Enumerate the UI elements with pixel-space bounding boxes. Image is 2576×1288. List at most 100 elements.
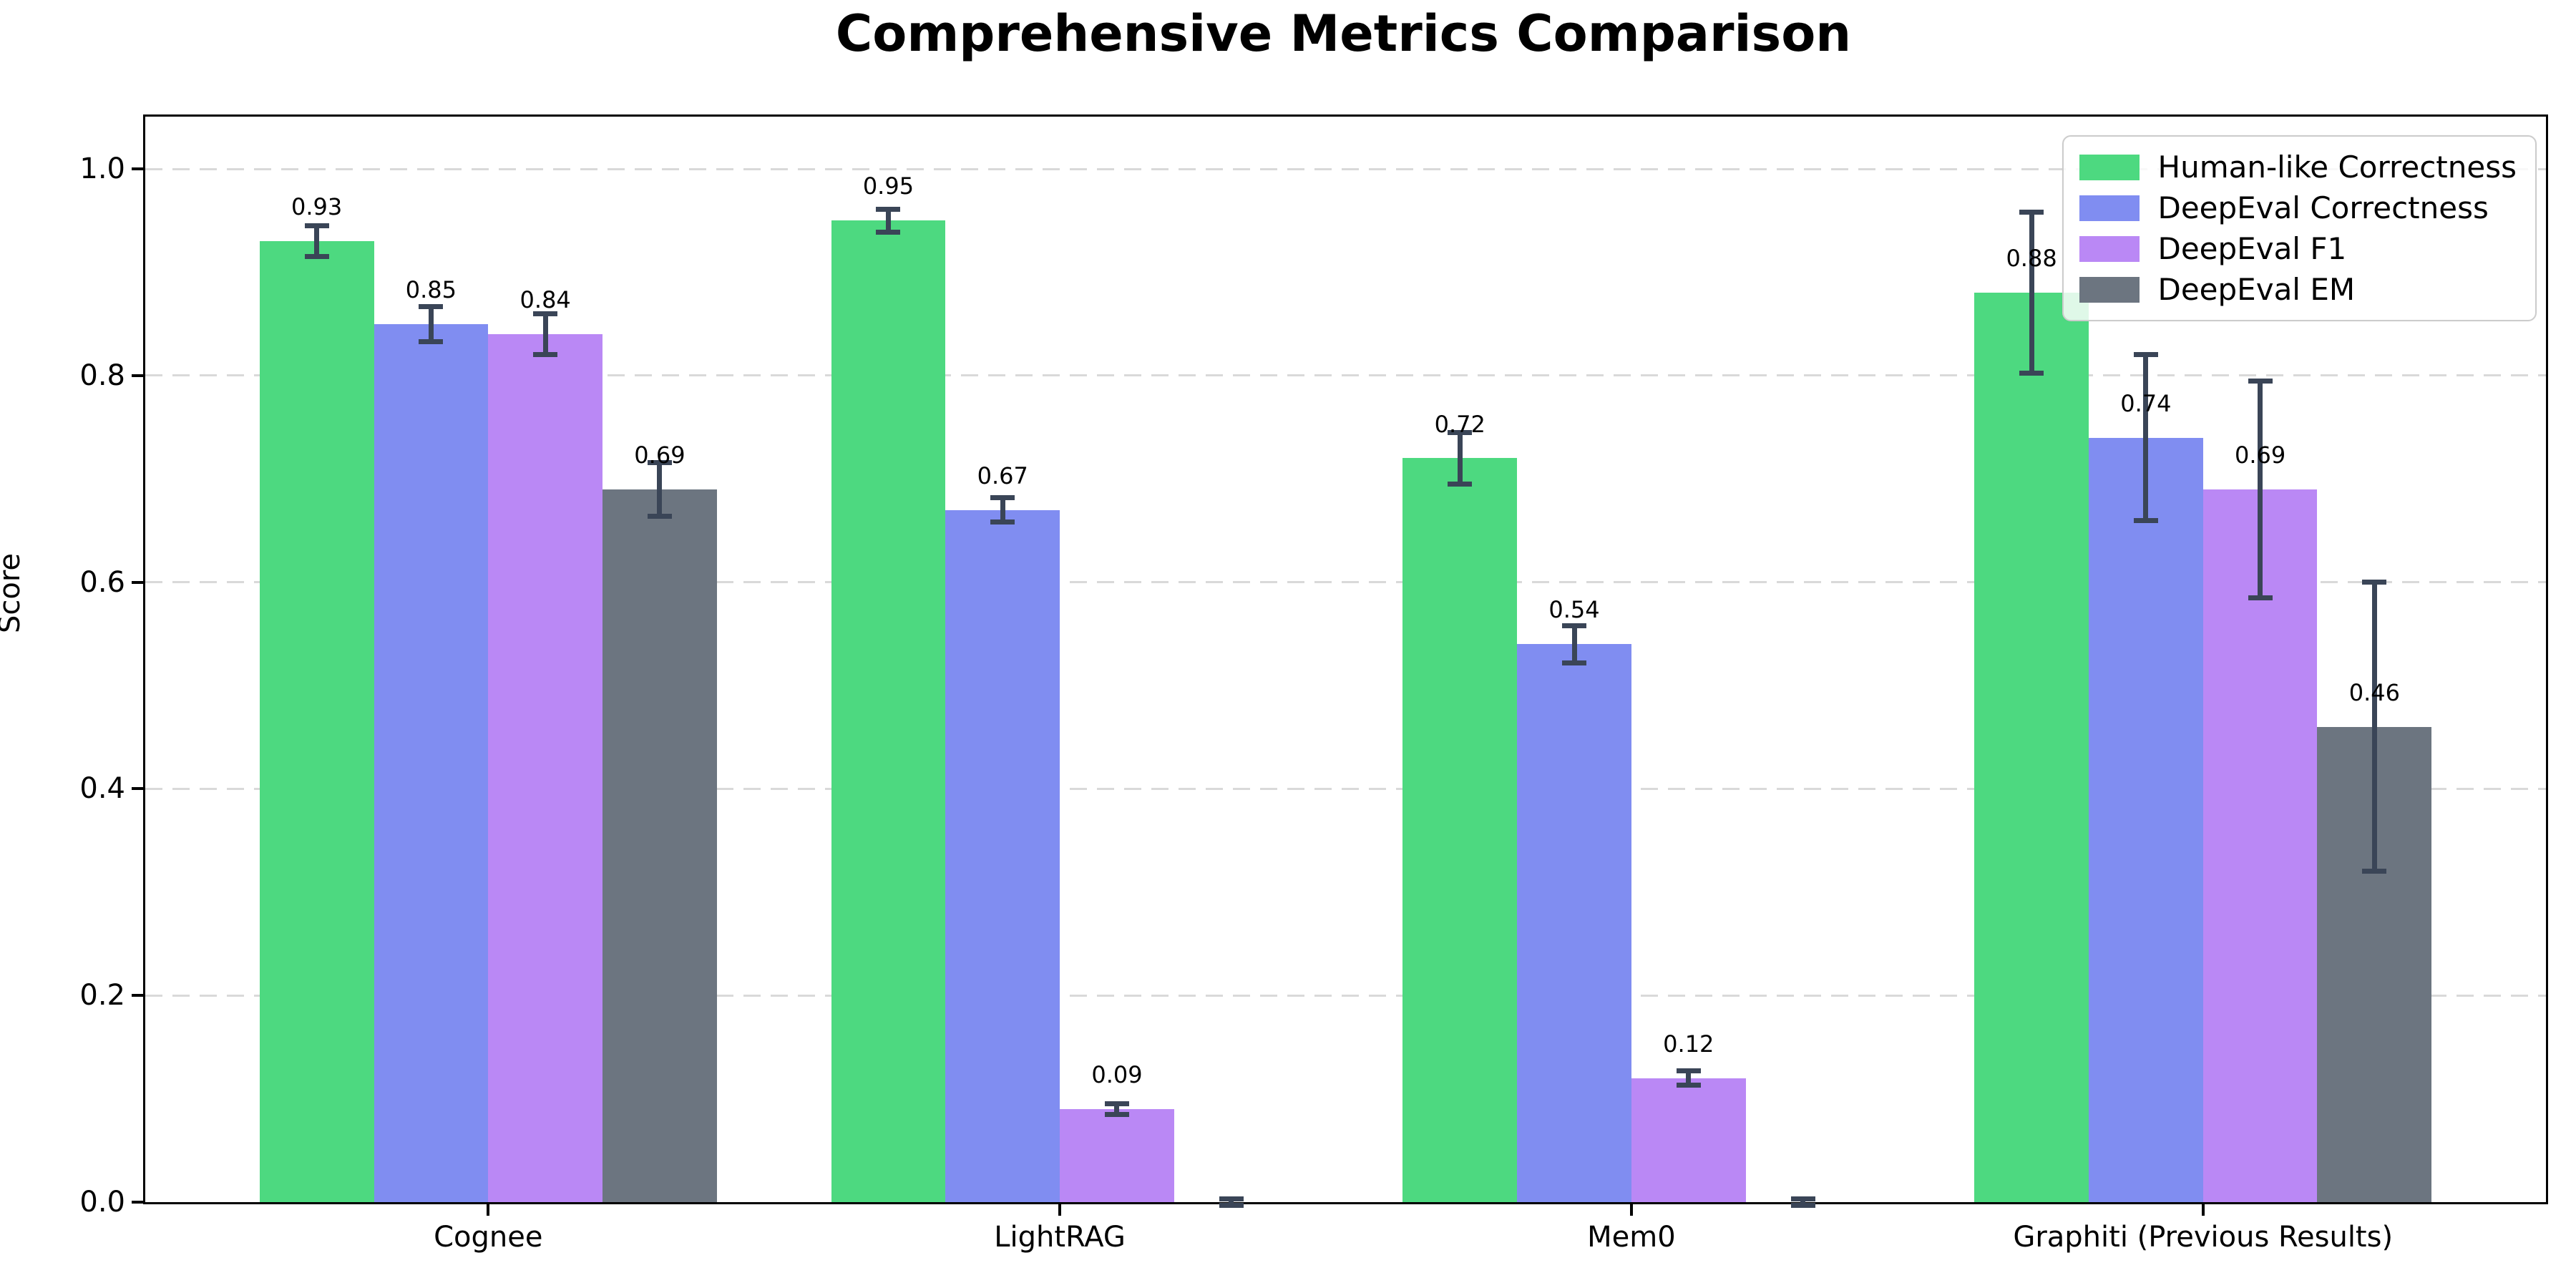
y-tick-mark xyxy=(132,1201,143,1204)
bar-value-label: 0.09 xyxy=(1091,1061,1143,1089)
y-tick-mark xyxy=(132,580,143,584)
legend-label: Human-like Correctness xyxy=(2157,150,2517,185)
y-tick-mark xyxy=(132,167,143,171)
error-bar xyxy=(428,306,434,342)
bar-value-label: 0.84 xyxy=(519,286,571,314)
y-tick-label: 0.4 xyxy=(79,772,125,806)
bar xyxy=(488,334,603,1202)
error-bar xyxy=(314,225,320,257)
bar-value-label: 0.46 xyxy=(2348,678,2400,706)
bar xyxy=(259,241,374,1202)
legend-label: DeepEval EM xyxy=(2157,272,2356,307)
y-tick-label: 0.2 xyxy=(79,979,125,1013)
error-bar-cap xyxy=(1219,1196,1244,1202)
bar-value-label: 0.69 xyxy=(2234,441,2286,469)
x-tick-mark xyxy=(487,1204,490,1216)
y-tick-mark xyxy=(132,374,143,377)
x-tick-mark xyxy=(1058,1204,1062,1216)
bar-value-label: 0.69 xyxy=(634,441,686,469)
bar-value-label: 0.88 xyxy=(2006,245,2057,273)
y-tick-mark xyxy=(132,994,143,997)
bar xyxy=(602,489,717,1202)
error-bar xyxy=(542,313,548,355)
bar xyxy=(1631,1078,1746,1202)
legend-swatch-icon xyxy=(2079,195,2140,221)
bar-value-label: 0.85 xyxy=(405,275,457,303)
y-tick-label: 0.6 xyxy=(79,565,125,599)
x-tick-label: LightRAG xyxy=(994,1221,1126,1254)
bar xyxy=(1517,644,1631,1202)
error-bar-cap xyxy=(1790,1196,1815,1202)
error-bar xyxy=(657,462,663,517)
gridline xyxy=(145,581,2546,584)
error-bar-cap xyxy=(419,303,444,309)
x-tick-mark xyxy=(1629,1204,1633,1216)
error-bar-cap xyxy=(304,223,329,228)
error-bar-cap xyxy=(647,513,672,519)
error-bar xyxy=(1229,1199,1234,1206)
error-bar xyxy=(1686,1070,1692,1085)
error-bar-cap xyxy=(533,311,558,316)
gridline xyxy=(145,994,2546,997)
bar xyxy=(2088,437,2203,1202)
error-bar-cap xyxy=(2248,378,2273,384)
bar-value-label: 0.74 xyxy=(2120,389,2172,417)
legend-swatch-icon xyxy=(2079,154,2140,180)
gridline xyxy=(145,167,2546,170)
error-bar-cap xyxy=(2019,210,2044,215)
error-bar-cap xyxy=(1562,623,1587,628)
legend-swatch-icon xyxy=(2079,276,2140,303)
bar xyxy=(1402,458,1518,1202)
error-bar-cap xyxy=(2248,595,2273,600)
error-bar xyxy=(2258,381,2263,598)
error-bar-cap xyxy=(1104,1111,1129,1117)
error-bar-cap xyxy=(2133,352,2158,358)
error-bar-cap xyxy=(533,352,558,358)
bar-value-label: 0.67 xyxy=(977,462,1028,489)
error-bar xyxy=(885,209,891,233)
error-bar-cap xyxy=(876,229,901,235)
bar-value-label: 0.12 xyxy=(1663,1030,1714,1058)
error-bar xyxy=(1000,497,1005,522)
bar xyxy=(2202,489,2318,1202)
error-bar-cap xyxy=(419,338,444,344)
error-bar-cap xyxy=(1790,1202,1815,1208)
error-bar-cap xyxy=(2133,517,2158,523)
y-tick-label: 0.0 xyxy=(79,1186,125,1219)
x-tick-mark xyxy=(2201,1204,2205,1216)
x-tick-label: Mem0 xyxy=(1587,1221,1676,1254)
error-bar-cap xyxy=(304,254,329,260)
legend-swatch-icon xyxy=(2079,235,2140,262)
bar-value-label: 0.54 xyxy=(1548,596,1600,624)
error-bar xyxy=(2029,212,2034,374)
error-bar xyxy=(1457,432,1463,484)
bar xyxy=(1060,1109,1174,1202)
legend-label: DeepEval F1 xyxy=(2157,231,2347,266)
error-bar xyxy=(2143,355,2149,521)
error-bar-cap xyxy=(876,206,901,212)
gridline xyxy=(145,374,2546,377)
legend-item: DeepEval EM xyxy=(2079,269,2517,310)
chart-title: Comprehensive Metrics Comparison xyxy=(835,4,1852,63)
legend: Human-like Correctness DeepEval Correctne… xyxy=(2062,135,2537,321)
y-tick-mark xyxy=(132,787,143,791)
error-bar xyxy=(1114,1103,1120,1115)
legend-item: DeepEval F1 xyxy=(2079,228,2517,269)
error-bar-cap xyxy=(1448,429,1473,435)
error-bar xyxy=(2371,582,2377,872)
error-bar-cap xyxy=(1104,1101,1129,1107)
y-tick-label: 1.0 xyxy=(79,152,125,186)
bar xyxy=(374,323,489,1202)
error-bar-cap xyxy=(2019,371,2044,376)
bar xyxy=(945,509,1060,1202)
gridline xyxy=(145,787,2546,790)
legend-item: Human-like Correctness xyxy=(2079,147,2517,187)
bar-value-label: 0.95 xyxy=(862,172,914,200)
x-tick-label: Cognee xyxy=(434,1221,543,1254)
error-bar-cap xyxy=(2362,869,2387,874)
error-bar-cap xyxy=(1448,481,1473,487)
error-bar-cap xyxy=(647,459,672,465)
error-bar-cap xyxy=(990,494,1015,500)
bar-value-label: 0.93 xyxy=(291,193,343,221)
